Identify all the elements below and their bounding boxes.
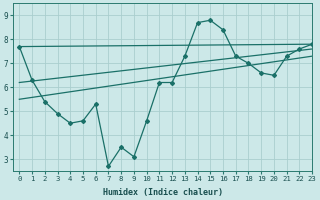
X-axis label: Humidex (Indice chaleur): Humidex (Indice chaleur): [102, 188, 222, 197]
